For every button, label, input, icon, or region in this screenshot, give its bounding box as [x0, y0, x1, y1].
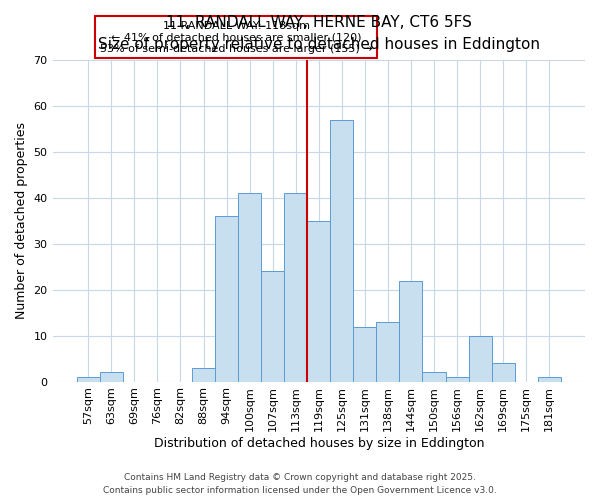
Bar — [77, 377, 100, 382]
Bar — [400, 280, 422, 382]
Bar — [100, 372, 123, 382]
Text: 11 RANDALL WAY: 118sqm
← 41% of detached houses are smaller (120)
53% of semi-de: 11 RANDALL WAY: 118sqm ← 41% of detached… — [100, 20, 373, 54]
Bar — [284, 194, 307, 382]
Bar — [538, 377, 561, 382]
Bar — [353, 326, 376, 382]
Bar — [469, 336, 491, 382]
Bar — [215, 216, 238, 382]
X-axis label: Distribution of detached houses by size in Eddington: Distribution of detached houses by size … — [154, 437, 484, 450]
Text: Contains HM Land Registry data © Crown copyright and database right 2025.
Contai: Contains HM Land Registry data © Crown c… — [103, 474, 497, 495]
Bar — [491, 363, 515, 382]
Bar — [238, 194, 261, 382]
Bar — [422, 372, 446, 382]
Bar — [307, 221, 330, 382]
Bar — [261, 272, 284, 382]
Bar — [192, 368, 215, 382]
Title: 11, RANDALL WAY, HERNE BAY, CT6 5FS
Size of property relative to detached houses: 11, RANDALL WAY, HERNE BAY, CT6 5FS Size… — [98, 15, 540, 52]
Bar — [330, 120, 353, 382]
Y-axis label: Number of detached properties: Number of detached properties — [15, 122, 28, 320]
Bar — [376, 322, 400, 382]
Bar — [446, 377, 469, 382]
